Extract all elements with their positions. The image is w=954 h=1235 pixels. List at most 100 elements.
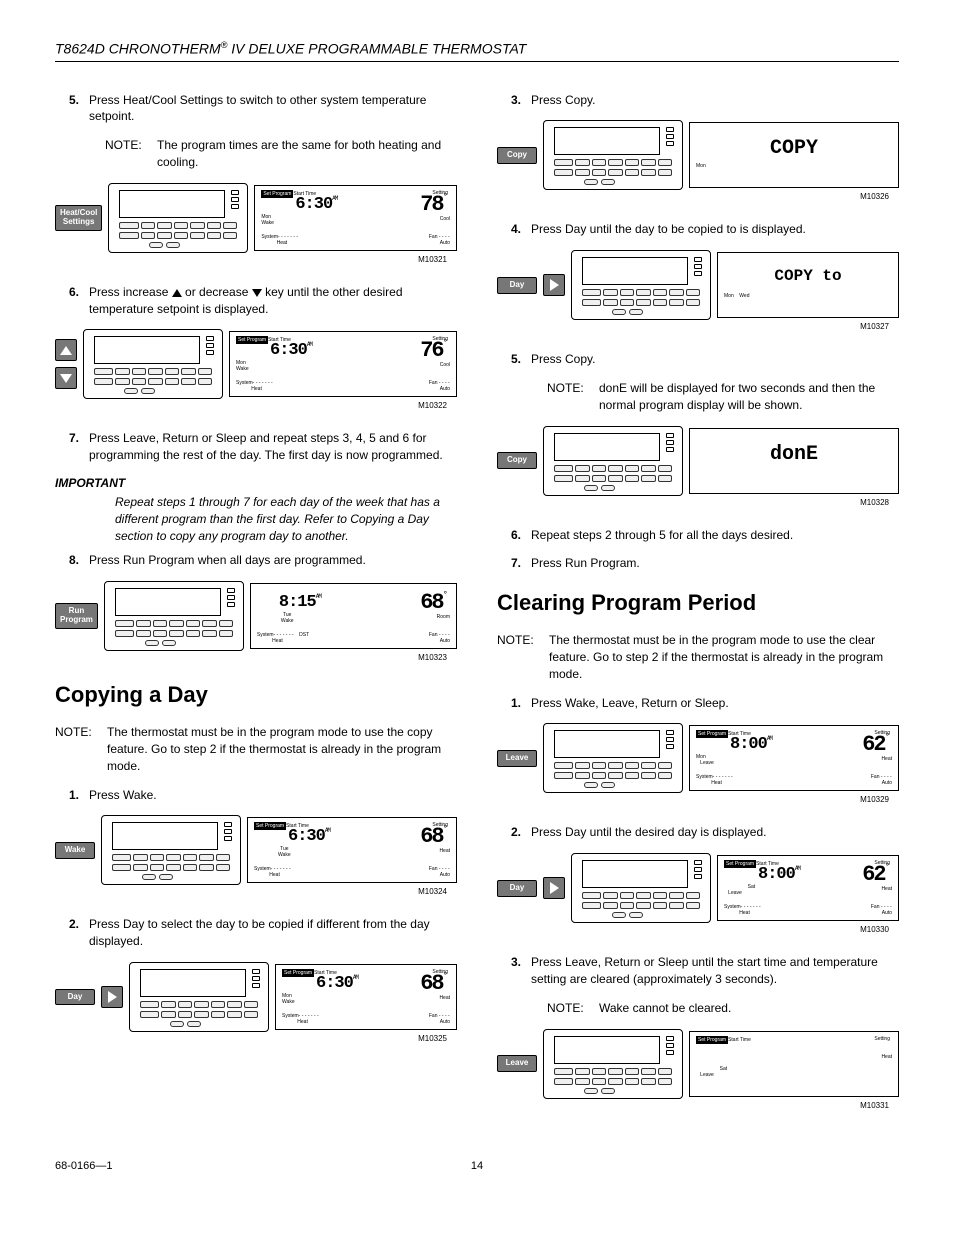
note: NOTE: The thermostat must be in the prog… (55, 724, 457, 774)
figure-m10323: Run Program 8:15AM 68° Room Tue Wake Sys… (55, 581, 457, 662)
thermostat-device (543, 426, 683, 496)
lcd-display: Set ProgramStart Time Setting 8:00AM 62°… (717, 855, 899, 921)
note-text: The thermostat must be in the program mo… (549, 632, 899, 682)
important-block: IMPORTANT Repeat steps 1 through 7 for e… (55, 476, 457, 544)
step-num: 1. (497, 695, 521, 712)
note: NOTE: The program times are the same for… (105, 137, 457, 171)
page-header: T8624D CHRONOTHERM® IV DELUXE PROGRAMMAB… (55, 40, 899, 62)
step-num: 2. (55, 916, 79, 950)
day-button: Day (497, 277, 537, 294)
up-down-buttons (55, 339, 77, 389)
day-button: Day (55, 989, 95, 1006)
figure-code: M10324 (55, 887, 457, 896)
decrease-icon (252, 289, 262, 297)
leave-button: Leave (497, 750, 537, 767)
wake-button: Wake (55, 842, 95, 859)
figure-code: M10328 (497, 498, 899, 507)
note: NOTE: The thermostat must be in the prog… (497, 632, 899, 682)
figure-m10329: Leave Set ProgramStart Time Setting 8:00… (497, 723, 899, 804)
note-label: NOTE: (547, 1000, 599, 1017)
step-num: 4. (497, 221, 521, 238)
step-text: Press Copy. (531, 92, 899, 109)
figure-m10328: Copy donE M10328 (497, 426, 899, 507)
note-text: Wake cannot be cleared. (599, 1000, 731, 1017)
figure-m10321: Heat/Cool Settings Set ProgramStart Time… (55, 183, 457, 264)
lcd-display: Set ProgramStart Time Setting 6:30AM 68°… (275, 964, 457, 1030)
step-text: Press Wake. (89, 787, 457, 804)
step-num: 5. (497, 351, 521, 368)
note-text: The program times are the same for both … (157, 137, 457, 171)
thermostat-device (108, 183, 248, 253)
thermostat-device (543, 1029, 683, 1099)
thermostat-device (543, 120, 683, 190)
step-text: Press Day to select the day to be copied… (89, 916, 457, 950)
note: NOTE: donE will be displayed for two sec… (547, 380, 899, 414)
figure-m10322: Set ProgramStart Time Setting 6:30AM 76°… (55, 329, 457, 410)
thermostat-device (571, 853, 711, 923)
figure-m10324: Wake Set ProgramStart Time Setting 6:30A… (55, 815, 457, 896)
step-num: 3. (497, 954, 521, 988)
right-arrow-button (101, 986, 123, 1008)
figure-code: M10331 (497, 1101, 899, 1110)
copy-button: Copy (497, 452, 537, 469)
note-text: The thermostat must be in the program mo… (107, 724, 457, 774)
step-num: 6. (497, 527, 521, 544)
figure-m10326: Copy COPY Mon M10326 (497, 120, 899, 201)
figure-code: M10325 (55, 1034, 457, 1043)
right-arrow-button (543, 274, 565, 296)
thermostat-device (571, 250, 711, 320)
right-column: 3. Press Copy. Copy COPY Mon M10326 (497, 92, 899, 1130)
step-text: Press Day until the day to be copied to … (531, 221, 899, 238)
thermostat-device (129, 962, 269, 1032)
figure-code: M10330 (497, 925, 899, 934)
note-label: NOTE: (547, 380, 599, 414)
figure-m10331: Leave Set ProgramStart Time Setting Heat… (497, 1029, 899, 1110)
step-num: 2. (497, 824, 521, 841)
figure-code: M10322 (55, 401, 457, 410)
note-label: NOTE: (497, 632, 549, 682)
note-label: NOTE: (105, 137, 157, 171)
copying-a-day-heading: Copying a Day (55, 682, 457, 708)
header-title-a: T8624D CHRONOTHERM (55, 41, 221, 57)
leave-button: Leave (497, 1055, 537, 1072)
decrease-button (55, 367, 77, 389)
step-text: Press increase or decrease key until the… (89, 284, 457, 318)
lcd-display: Set ProgramStart Time Setting Heat Sat L… (689, 1031, 899, 1097)
step-num: 6. (55, 284, 79, 318)
lcd-display: COPY to Mon Wed (717, 252, 899, 318)
important-body: Repeat steps 1 through 7 for each day of… (115, 494, 457, 544)
step-text: Press Run Program when all days are prog… (89, 552, 457, 569)
note-text: donE will be displayed for two seconds a… (599, 380, 899, 414)
step-num: 5. (55, 92, 79, 126)
lcd-display: COPY Mon (689, 122, 899, 188)
important-heading: IMPORTANT (55, 476, 457, 490)
step-num: 8. (55, 552, 79, 569)
increase-icon (172, 289, 182, 297)
step-text: Press Wake, Leave, Return or Sleep. (531, 695, 899, 712)
page-number: 14 (471, 1160, 483, 1172)
step-num: 7. (497, 555, 521, 572)
lcd-display: donE (689, 428, 899, 494)
day-button: Day (497, 880, 537, 897)
left-column: 5. Press Heat/Cool Settings to switch to … (55, 92, 457, 1130)
step-num: 1. (55, 787, 79, 804)
step-text: Repeat steps 2 through 5 for all the day… (531, 527, 899, 544)
note: NOTE: Wake cannot be cleared. (547, 1000, 899, 1017)
figure-code: M10321 (55, 255, 457, 264)
clearing-program-period-heading: Clearing Program Period (497, 590, 899, 616)
thermostat-device (83, 329, 223, 399)
step-num: 7. (55, 430, 79, 464)
thermostat-device (101, 815, 241, 885)
step-text: Press Heat/Cool Settings to switch to ot… (89, 92, 457, 126)
right-arrow-button (543, 877, 565, 899)
copy-button: Copy (497, 147, 537, 164)
content-columns: 5. Press Heat/Cool Settings to switch to … (55, 92, 899, 1130)
lcd-display: Set ProgramStart Time Setting 6:30AM 78°… (254, 185, 457, 251)
lcd-display: Set ProgramStart Time Setting 6:30AM 76°… (229, 331, 457, 397)
heat-cool-settings-button: Heat/Cool Settings (55, 205, 102, 231)
lcd-display: 8:15AM 68° Room Tue Wake System- - - - -… (250, 583, 457, 649)
lcd-display: Set ProgramStart Time Setting 6:30AM 68°… (247, 817, 457, 883)
run-program-button: Run Program (55, 603, 98, 629)
step-num: 3. (497, 92, 521, 109)
figure-m10330: Day Set ProgramStart Time Setting 8:00AM… (497, 853, 899, 934)
